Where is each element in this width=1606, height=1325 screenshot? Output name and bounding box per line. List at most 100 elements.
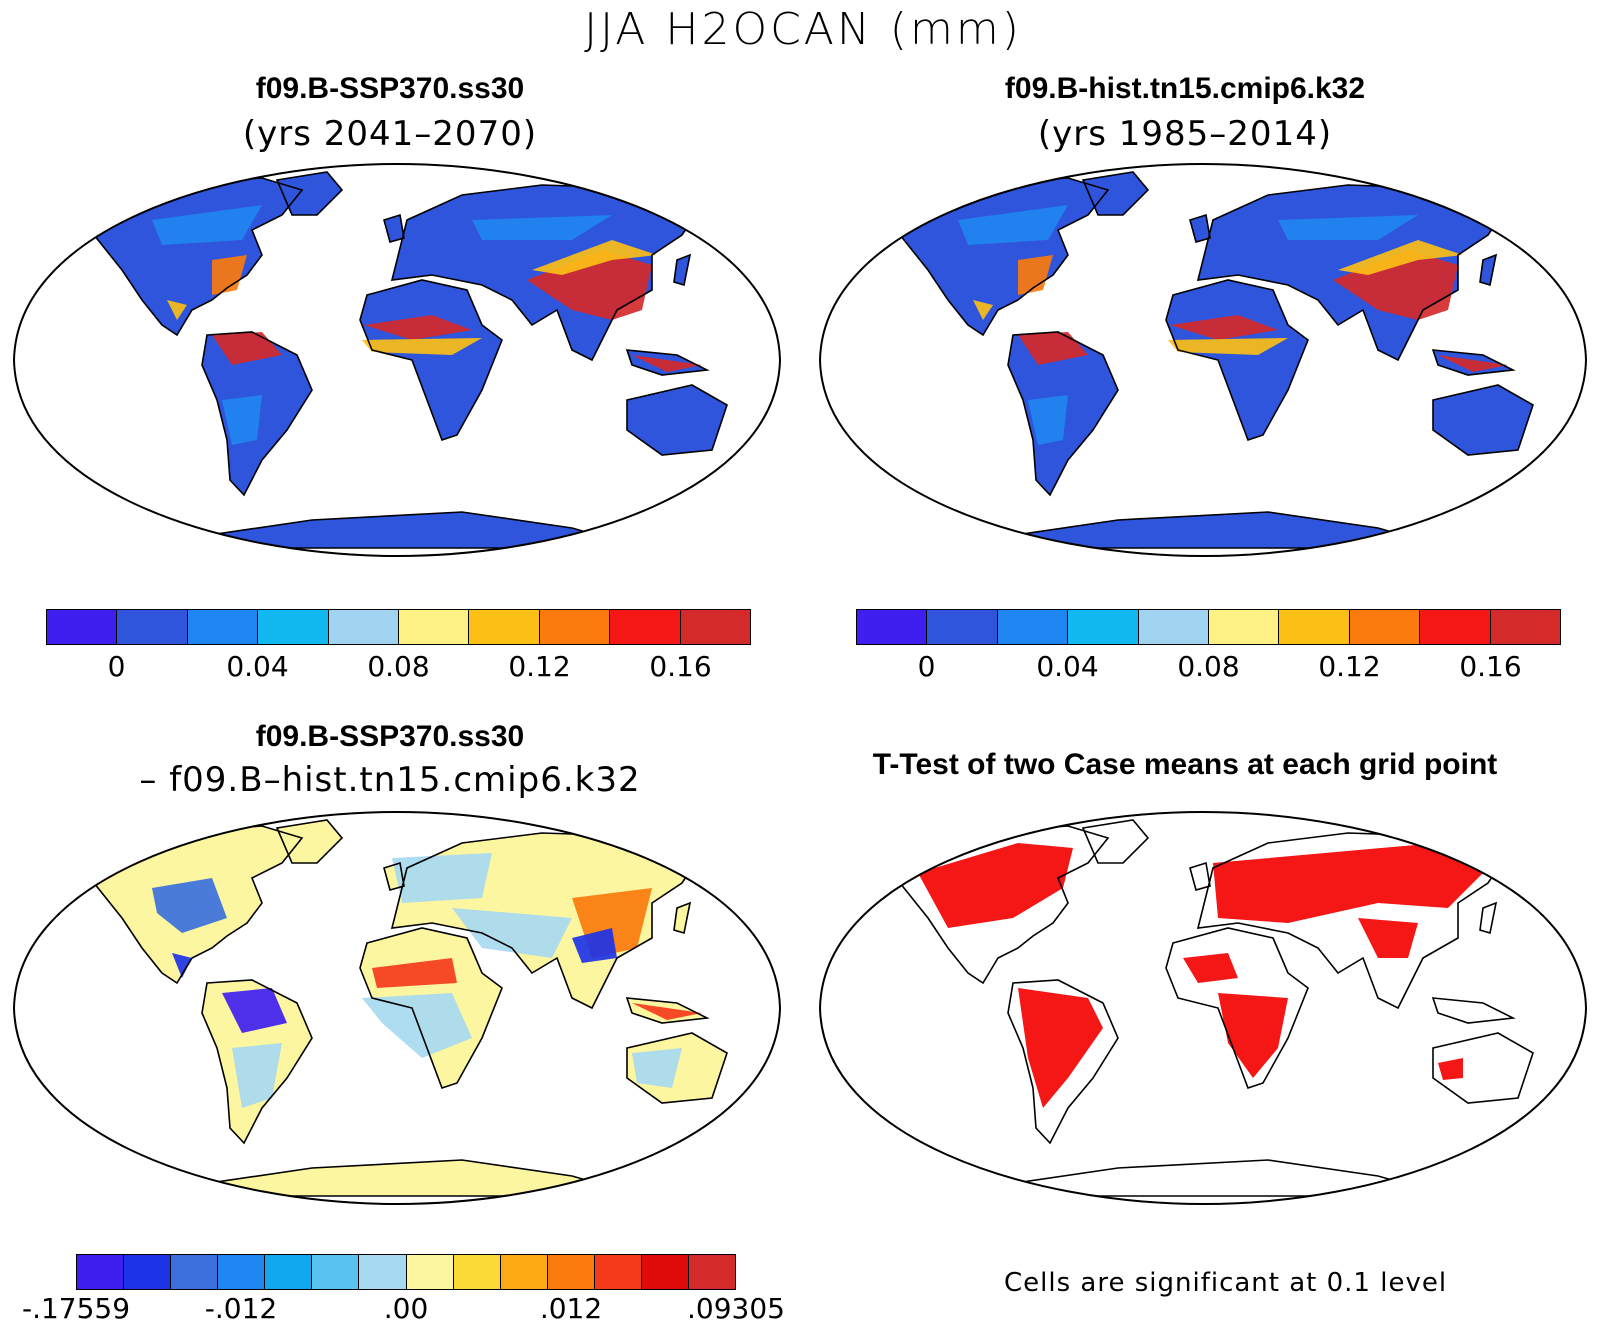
colorbar-cell	[312, 1255, 360, 1289]
value-region	[1358, 918, 1418, 958]
value-region	[212, 255, 247, 295]
value-region	[1018, 255, 1053, 295]
figure-title: JJA H2OCAN (mm)	[584, 4, 1022, 55]
coastline-uk	[383, 861, 405, 891]
colorbar-cell	[641, 1255, 690, 1289]
colorbar-tick-label: 0.04	[226, 650, 289, 683]
land-australia	[1433, 1033, 1533, 1103]
value-region	[1168, 338, 1288, 355]
coastline-uk	[1189, 861, 1211, 891]
coastline-greenland	[1081, 819, 1150, 864]
colorbar-cell	[1068, 610, 1139, 644]
coastline-indonesia	[1431, 997, 1516, 1024]
land-indonesia	[1433, 998, 1513, 1023]
land-japan	[674, 903, 690, 933]
coastline-southAmerica	[1007, 979, 1119, 1145]
colorbar-tick-label: 0.04	[1036, 650, 1099, 683]
value-region	[472, 215, 612, 240]
colorbar-cell	[258, 610, 329, 644]
colorbar-cell	[328, 610, 400, 644]
land-australia	[627, 385, 727, 455]
colorbar-cell	[547, 1255, 595, 1289]
coastline-japan	[1479, 253, 1498, 287]
map-border	[818, 162, 1588, 558]
colorbar-ticks-panel-2: 0 0.04 0.08 0.12 0.16	[856, 650, 1561, 690]
coastline-indonesia	[625, 997, 710, 1024]
colorbar-cell	[171, 1255, 219, 1289]
colorbar-tick-label: 0	[917, 650, 936, 683]
map-border	[818, 810, 1588, 1206]
value-region	[1438, 1058, 1463, 1080]
colorbar-cell	[399, 610, 470, 644]
colorbar-cell	[453, 1255, 501, 1289]
colorbar-cell	[469, 610, 540, 644]
colorbar-cell	[539, 610, 611, 644]
panel-2-subtitle: (yrs 1985–2014)	[1037, 114, 1333, 154]
colorbar-cell	[927, 610, 998, 644]
panel-2-title: f09.B-hist.tn15.cmip6.k32	[1004, 72, 1366, 105]
coastline-southAmerica	[201, 331, 313, 497]
coastline-greenland	[1081, 171, 1150, 216]
colorbar-cell	[124, 1255, 172, 1289]
value-region	[1028, 395, 1068, 445]
land-japan	[1480, 903, 1496, 933]
colorbar-panel-2	[856, 609, 1561, 645]
coastline-indonesia	[1431, 349, 1516, 376]
value-region	[222, 988, 287, 1033]
colorbar-tick-label: .012	[539, 1292, 603, 1325]
value-region	[1278, 215, 1418, 240]
land-uk	[1190, 215, 1210, 242]
colorbar-cell	[594, 1255, 642, 1289]
colorbar-cell	[359, 1255, 407, 1289]
value-region	[1183, 953, 1238, 983]
land-africa	[360, 280, 502, 440]
value-region	[632, 1048, 682, 1088]
significance-note: Cells are significant at 0.1 level	[1004, 1268, 1448, 1298]
coastline-africa	[359, 927, 503, 1090]
colorbar-cell	[1138, 610, 1210, 644]
coastline-japan	[673, 253, 692, 287]
coastline-greenland	[275, 171, 344, 216]
value-region	[362, 338, 482, 355]
panel-1-title: f09.B-SSP370.ss30	[255, 72, 525, 105]
colorbar-cell	[1349, 610, 1421, 644]
panel-1-map	[12, 162, 782, 558]
panel-4-title: T-Test of two Case means at each grid po…	[872, 748, 1498, 781]
colorbar-cell	[47, 610, 118, 644]
land-greenland	[277, 172, 342, 215]
colorbar-panel-3	[76, 1254, 736, 1290]
colorbar-ticks-panel-3: -.17559 -.012 .00 .012 .09305	[22, 1292, 785, 1325]
colorbar-cell	[997, 610, 1069, 644]
colorbar-tick-label: -.012	[204, 1292, 278, 1325]
value-region	[1018, 988, 1103, 1108]
panel-3-title: f09.B-SSP370.ss30	[255, 720, 525, 753]
colorbar-cell	[117, 610, 188, 644]
colorbar-cell	[1279, 610, 1350, 644]
panel-4-map	[818, 810, 1588, 1206]
value-region	[1338, 240, 1463, 275]
colorbar-cell	[218, 1255, 266, 1289]
value-region	[572, 928, 617, 963]
colorbar-cell	[1209, 610, 1280, 644]
colorbar-tick-label: -.17559	[21, 1292, 131, 1325]
map-border	[12, 162, 782, 558]
map-border	[12, 810, 782, 1206]
colorbar-cell	[689, 1255, 736, 1289]
colorbar-tick-label: 0.08	[1177, 650, 1240, 683]
colorbar-tick-label: 0.12	[508, 650, 571, 683]
land-australia	[1433, 385, 1533, 455]
value-region	[212, 332, 282, 365]
value-region	[452, 908, 572, 958]
coastline-australia	[626, 384, 728, 456]
colorbar-tick-label: 0.12	[1318, 650, 1381, 683]
colorbar-tick-label: 0.08	[367, 650, 430, 683]
colorbar-tick-label: 0.16	[1459, 650, 1522, 683]
colorbar-tick-label: .00	[383, 1292, 429, 1325]
coastline-greenland	[275, 819, 344, 864]
value-region	[1018, 332, 1088, 365]
value-region	[1218, 993, 1288, 1078]
colorbar-cell	[500, 1255, 548, 1289]
land-greenland	[277, 820, 342, 863]
land-africa	[1166, 280, 1308, 440]
coastline-australia	[1432, 1032, 1534, 1104]
